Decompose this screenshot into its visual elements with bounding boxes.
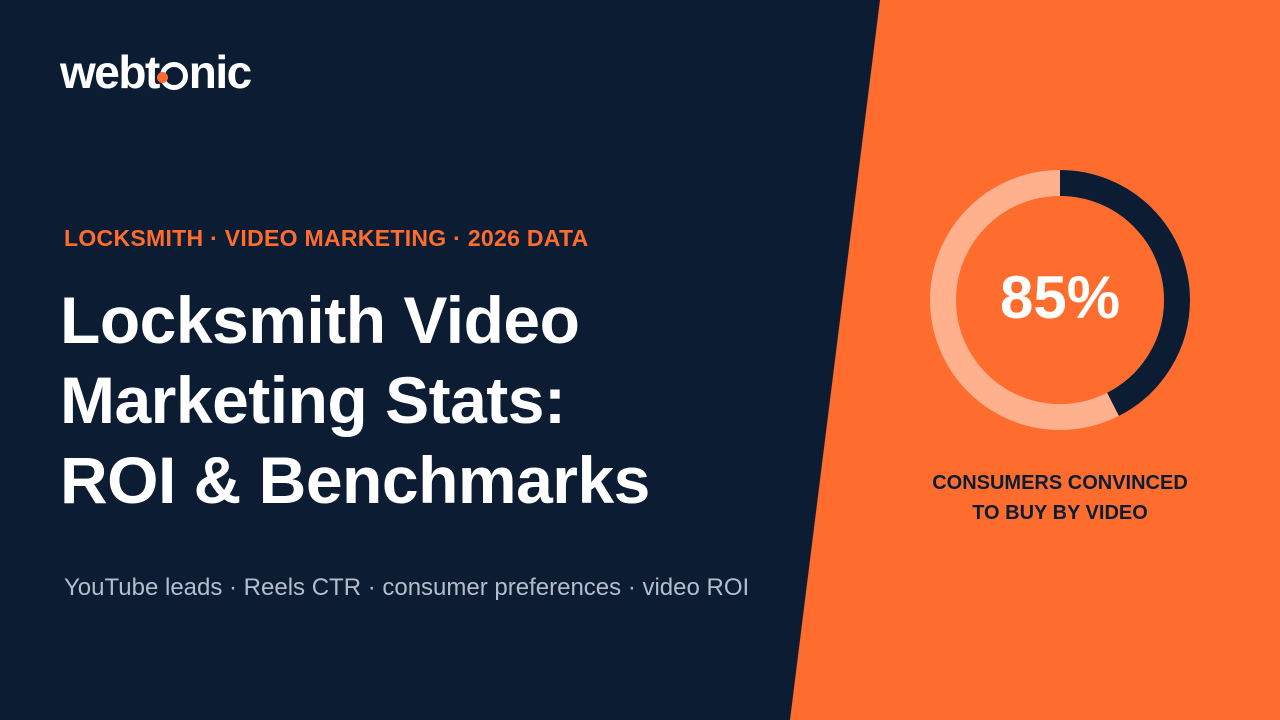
- eyebrow-label: LOCKSMITH · VIDEO MARKETING · 2026 DATA: [64, 225, 589, 251]
- title-line-2: Marketing Stats:: [60, 363, 566, 437]
- brand-logo: webt nic: [60, 44, 252, 100]
- logo-text-end: nic: [188, 46, 252, 98]
- donut-chart: [930, 170, 1190, 430]
- donut-value-arc: [930, 170, 1190, 430]
- subtitle: YouTube leads · Reels CTR · consumer pre…: [64, 574, 750, 601]
- title-line-3: ROI & Benchmarks: [60, 443, 650, 517]
- logo-text-start: webt: [60, 46, 160, 98]
- stat-caption-line-1: CONSUMERS CONVINCED: [932, 472, 1188, 494]
- page-title: Locksmith Video Marketing Stats: ROI & B…: [60, 280, 800, 520]
- logo-o-dot-icon: [156, 62, 188, 90]
- stat-value: 85%: [999, 264, 1121, 331]
- title-line-1: Locksmith Video: [60, 283, 580, 357]
- stat-caption-line-2: TO BUY BY VIDEO: [972, 502, 1148, 524]
- stat-caption: CONSUMERS CONVINCED TO BUY BY VIDEO: [880, 468, 1240, 528]
